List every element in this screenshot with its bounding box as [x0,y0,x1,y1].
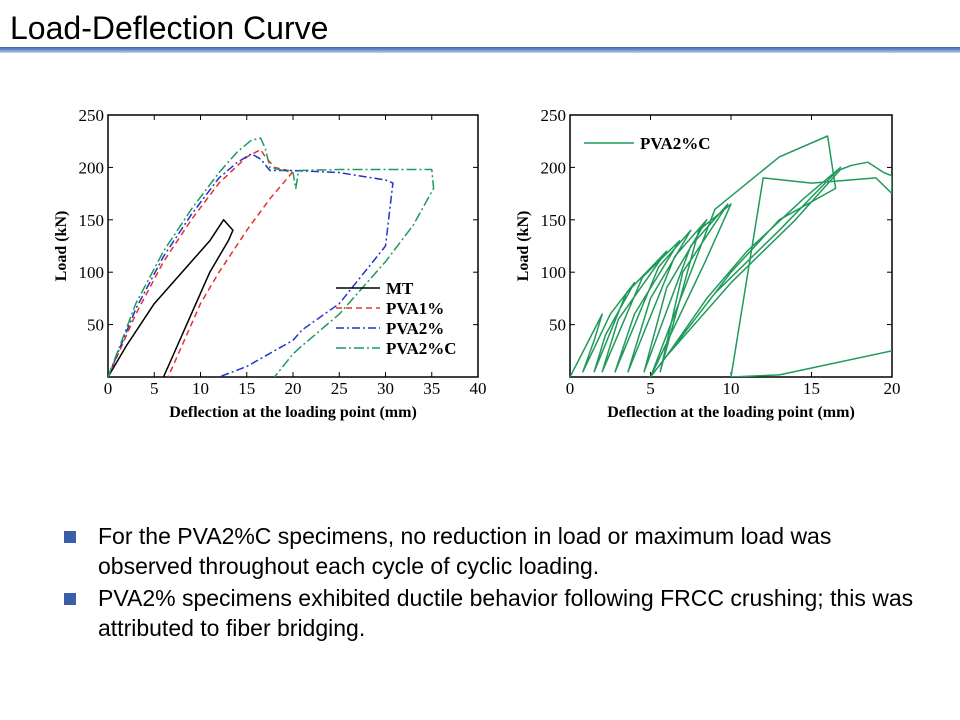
x-tick-label: 20 [285,379,302,398]
y-tick-label: 50 [87,316,104,335]
series-group [108,137,435,377]
y-tick-label: 100 [79,263,105,282]
x-tick-label: 25 [331,379,348,398]
x-tick-label: 15 [803,379,820,398]
y-axis-label: Load (kN) [515,211,532,282]
title-underline [0,47,960,53]
x-axis-label: Deflection at the loading point (mm) [607,404,855,421]
y-tick-label: 50 [549,316,566,335]
series-line-pva1pct [108,148,294,377]
x-tick-label: 35 [423,379,440,398]
legend-label: PVA2%C [386,339,457,358]
bullet-text: PVA2% specimens exhibited ductile behavi… [98,585,914,641]
bullet-list: For the PVA2%C specimens, no reduction i… [62,521,922,645]
x-tick-label: 10 [192,379,209,398]
square-bullet-icon [64,593,76,605]
y-tick-label: 250 [79,106,105,125]
bullet-text: For the PVA2%C specimens, no reduction i… [98,523,832,579]
bullet-item: For the PVA2%C specimens, no reduction i… [62,521,922,581]
x-tick-label: 5 [150,379,159,398]
y-tick-label: 200 [79,158,105,177]
series-line-pva2pct [108,153,394,377]
x-tick-label: 0 [104,379,113,398]
x-tick-label: 20 [884,379,901,398]
slide-title: Load-Deflection Curve [10,10,329,46]
legend-label: PVA1% [386,299,444,318]
x-axis-label: Deflection at the loading point (mm) [169,404,417,421]
y-tick-label: 150 [79,211,105,230]
y-tick-label: 150 [541,211,567,230]
x-tick-label: 15 [238,379,255,398]
y-axis-label: Load (kN) [53,211,70,282]
series-line-pva2pctc [108,137,435,377]
legend-label: PVA2%C [640,134,711,153]
load-deflection-chart-cyclic: 0 5 10 15 20 50 100 150 200 250 Deflection at the … [515,106,901,421]
y-tick-label: 100 [541,263,567,282]
series-line-pva2pctc [570,135,892,377]
plot-frame [569,114,893,378]
bullet-item: PVA2% specimens exhibited ductile behavi… [62,583,922,643]
legend-label: PVA2% [386,319,444,338]
square-bullet-icon [64,531,76,543]
x-tick-label: 0 [566,379,575,398]
x-tick-label: 40 [470,379,487,398]
legend-label: MT [386,279,414,298]
y-tick-label: 250 [541,106,567,125]
series-group [570,135,892,377]
x-tick-label: 30 [377,379,394,398]
series-line-mt [108,219,234,377]
load-deflection-chart-all: 0 5 10 15 20 25 30 35 40 50 100 150 200 250 Deflection… [53,106,487,421]
y-tick-label: 200 [541,158,567,177]
x-tick-label: 10 [723,379,740,398]
x-tick-label: 5 [646,379,655,398]
